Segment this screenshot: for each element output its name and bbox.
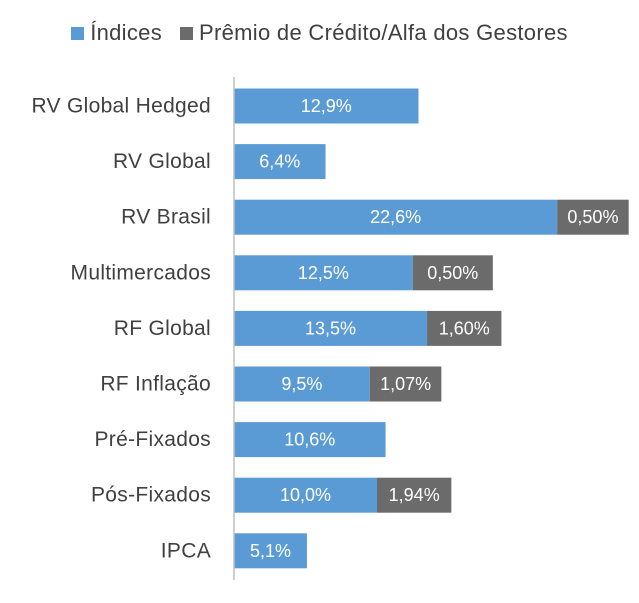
bar-label-premium-rf-inflacao: 1,07%	[380, 374, 431, 394]
bar-indices-rv-global	[234, 144, 326, 180]
bar-label-indices-multimercados: 12,5%	[298, 263, 349, 283]
bar-label-indices-rf-inflacao: 9,5%	[281, 374, 322, 394]
category-label-multimercados: Multimercados	[71, 261, 211, 284]
bar-premium-pos-fixados	[377, 477, 452, 513]
legend-swatch-indices	[71, 26, 85, 40]
category-label-rf-inflacao: RF Inflação	[100, 373, 211, 396]
legend-swatch-premium	[180, 26, 194, 40]
bar-indices-ipca	[234, 533, 307, 569]
bar-label-premium-pos-fixados: 1,94%	[389, 485, 440, 505]
bar-indices-rf-global	[234, 310, 428, 346]
bar-label-indices-rf-global: 13,5%	[305, 318, 356, 338]
legend-label-premium: Prêmio de Crédito/Alfa dos Gestores	[199, 20, 568, 45]
category-label-rv-global-hedged: RV Global Hedged	[31, 95, 211, 118]
bar-indices-multimercados	[234, 255, 413, 291]
category-label-pos-fixados: Pós-Fixados	[91, 484, 211, 507]
bar-label-indices-pre-fixados: 10,6%	[284, 430, 335, 450]
category-label-rv-global: RV Global	[113, 150, 211, 173]
bar-label-indices-rv-global-hedged: 12,9%	[301, 96, 352, 116]
bar-premium-rf-global	[427, 310, 502, 346]
bar-label-premium-rf-global: 1,60%	[439, 318, 490, 338]
category-label-rf-global: RF Global	[114, 317, 211, 340]
category-label-ipca: IPCA	[161, 539, 211, 562]
bar-indices-rf-inflacao	[234, 366, 370, 402]
bar-premium-multimercados	[412, 255, 493, 291]
bar-indices-pre-fixados	[234, 422, 386, 458]
category-label-pre-fixados: Pré-Fixados	[94, 428, 211, 451]
bar-label-indices-rv-global: 6,4%	[259, 152, 300, 172]
legend-item-indices: Índices	[71, 20, 162, 46]
category-label-rv-brasil: RV Brasil	[121, 206, 211, 229]
legend-item-premium: Prêmio de Crédito/Alfa dos Gestores	[180, 20, 568, 46]
chart-legend: Índices Prêmio de Crédito/Alfa dos Gesto…	[0, 18, 639, 48]
bar-premium-rf-inflacao	[369, 366, 442, 402]
bar-label-indices-ipca: 5,1%	[250, 541, 291, 561]
legend-label-indices: Índices	[90, 20, 163, 45]
bar-indices-pos-fixados	[234, 477, 377, 513]
bar-label-premium-rv-brasil: 0,50%	[567, 207, 618, 227]
bar-label-premium-multimercados: 0,50%	[427, 263, 478, 283]
bars: 12,9% 6,4% 22,6% 0,50% 12,5% 0,50% 13,5% 1,60% 9…	[234, 88, 629, 569]
category-labels: RV Global Hedged RV Global RV Brasil Multim…	[31, 95, 211, 563]
bar-premium-rv-brasil	[557, 199, 629, 235]
bar-label-indices-pos-fixados: 10,0%	[280, 485, 331, 505]
bar-label-indices-rv-brasil: 22,6%	[370, 207, 421, 227]
bar-indices-rv-global-hedged	[234, 88, 419, 124]
bar-indices-rv-brasil	[234, 199, 558, 235]
